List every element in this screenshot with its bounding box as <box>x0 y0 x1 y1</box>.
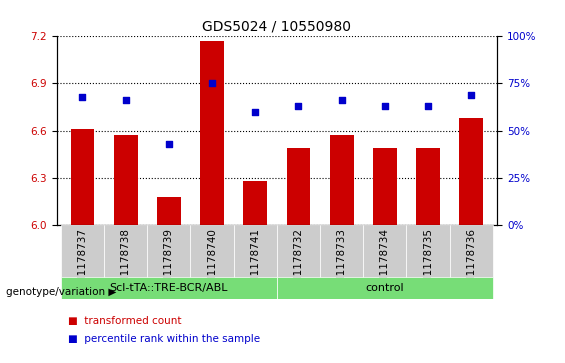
Point <box>164 141 173 147</box>
Bar <box>330 135 354 225</box>
Point <box>78 94 87 99</box>
Text: GSM1178738: GSM1178738 <box>121 228 131 298</box>
FancyBboxPatch shape <box>363 225 406 278</box>
Bar <box>157 197 181 225</box>
Text: ■  percentile rank within the sample: ■ percentile rank within the sample <box>68 334 260 344</box>
Bar <box>373 148 397 225</box>
Bar <box>114 135 137 225</box>
FancyBboxPatch shape <box>277 277 493 299</box>
Bar <box>459 118 483 225</box>
Bar <box>416 148 440 225</box>
Bar <box>200 41 224 225</box>
Text: genotype/variation ▶: genotype/variation ▶ <box>6 287 116 297</box>
Text: GSM1178739: GSM1178739 <box>164 228 174 298</box>
Text: GSM1178732: GSM1178732 <box>293 228 303 298</box>
FancyBboxPatch shape <box>61 277 277 299</box>
Point <box>121 98 130 103</box>
Point <box>251 109 260 115</box>
Text: GSM1178736: GSM1178736 <box>466 228 476 298</box>
Text: GSM1178737: GSM1178737 <box>77 228 88 298</box>
FancyBboxPatch shape <box>104 225 147 278</box>
Text: GSM1178735: GSM1178735 <box>423 228 433 298</box>
Text: Scl-tTA::TRE-BCR/ABL: Scl-tTA::TRE-BCR/ABL <box>110 283 228 293</box>
Point <box>337 98 346 103</box>
FancyBboxPatch shape <box>406 225 450 278</box>
Point <box>294 103 303 109</box>
Text: ■  transformed count: ■ transformed count <box>68 316 181 326</box>
Point <box>207 81 216 86</box>
FancyBboxPatch shape <box>147 225 190 278</box>
FancyBboxPatch shape <box>450 225 493 278</box>
Point <box>467 92 476 98</box>
FancyBboxPatch shape <box>277 225 320 278</box>
FancyBboxPatch shape <box>234 225 277 278</box>
Text: GSM1178741: GSM1178741 <box>250 228 260 298</box>
Text: GSM1178740: GSM1178740 <box>207 228 217 298</box>
Title: GDS5024 / 10550980: GDS5024 / 10550980 <box>202 20 351 34</box>
Text: control: control <box>366 283 404 293</box>
Bar <box>244 181 267 225</box>
FancyBboxPatch shape <box>61 225 104 278</box>
Text: GSM1178734: GSM1178734 <box>380 228 390 298</box>
Point <box>424 103 433 109</box>
Bar <box>71 129 94 225</box>
Point <box>380 103 389 109</box>
FancyBboxPatch shape <box>190 225 234 278</box>
Bar <box>286 148 310 225</box>
Text: GSM1178733: GSM1178733 <box>337 228 347 298</box>
FancyBboxPatch shape <box>320 225 363 278</box>
